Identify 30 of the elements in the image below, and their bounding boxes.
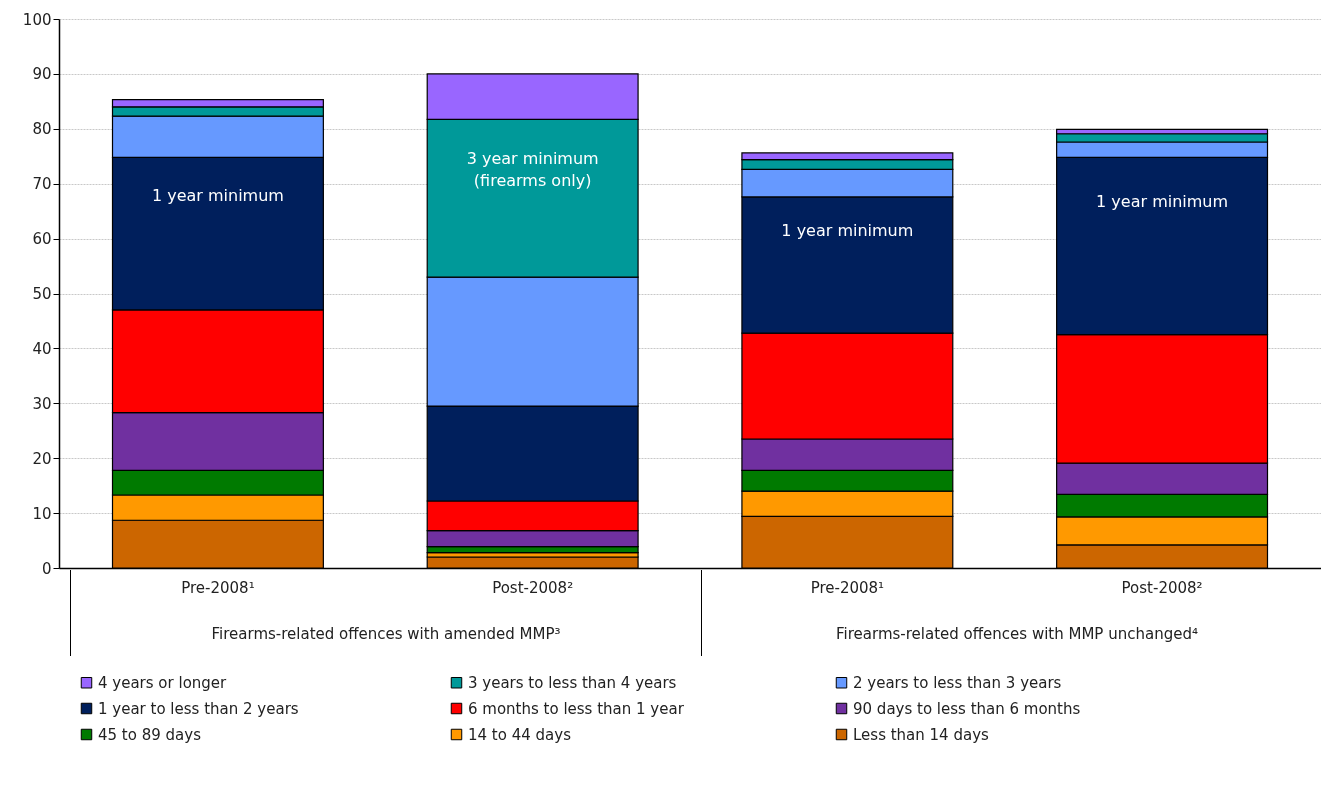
annotation: 1 year minimum xyxy=(781,220,914,240)
x-tick-label: Post-2008² xyxy=(492,578,574,597)
text: Firearms-related offences with amended MMP³ xyxy=(211,625,561,643)
legend-label: 6 months to less than 1 year xyxy=(468,699,685,718)
y-tick-label: 70 xyxy=(32,175,52,194)
y-tick-label: 90 xyxy=(32,65,52,84)
y-tick-label: 40 xyxy=(32,339,52,358)
x-tick-label: Post-2008² xyxy=(1121,578,1203,597)
legend-label: 45 to 89 days xyxy=(98,725,202,744)
y-tick-label: 50 xyxy=(32,285,52,303)
legend-label: Less than 14 days xyxy=(853,725,990,744)
legend-label: 2 years to less than 3 years xyxy=(853,673,1062,692)
text: Firearms-related offences with MMP unchanged⁴ xyxy=(836,625,1198,643)
legend-label: 90 days to less than 6 months xyxy=(853,699,1081,718)
legend-label: 3 years to less than 4 years xyxy=(468,673,677,692)
legend-label: 14 to 44 days xyxy=(468,725,572,744)
y-tick-label: 60 xyxy=(32,230,52,249)
y-tick-label: 0 xyxy=(41,559,52,578)
x-tick-label: Pre-2008¹ xyxy=(810,578,885,597)
y-tick-label: 20 xyxy=(32,449,52,468)
y-tick-label: 80 xyxy=(32,120,52,139)
y-tick-label: 10 xyxy=(32,504,52,523)
annotation: 1 year minimum xyxy=(1096,191,1229,211)
legend-label: 1 year to less than 2 years xyxy=(98,699,299,718)
x-tick-label: Pre-2008¹ xyxy=(181,578,255,597)
y-tick-label: 100 xyxy=(22,10,52,29)
annotation: 1 year minimum xyxy=(151,185,284,205)
annotation: 3 year minimum (firearms only) xyxy=(466,148,599,190)
y-tick-label: 30 xyxy=(32,394,52,413)
legend-label: 4 years or longer xyxy=(98,673,228,692)
